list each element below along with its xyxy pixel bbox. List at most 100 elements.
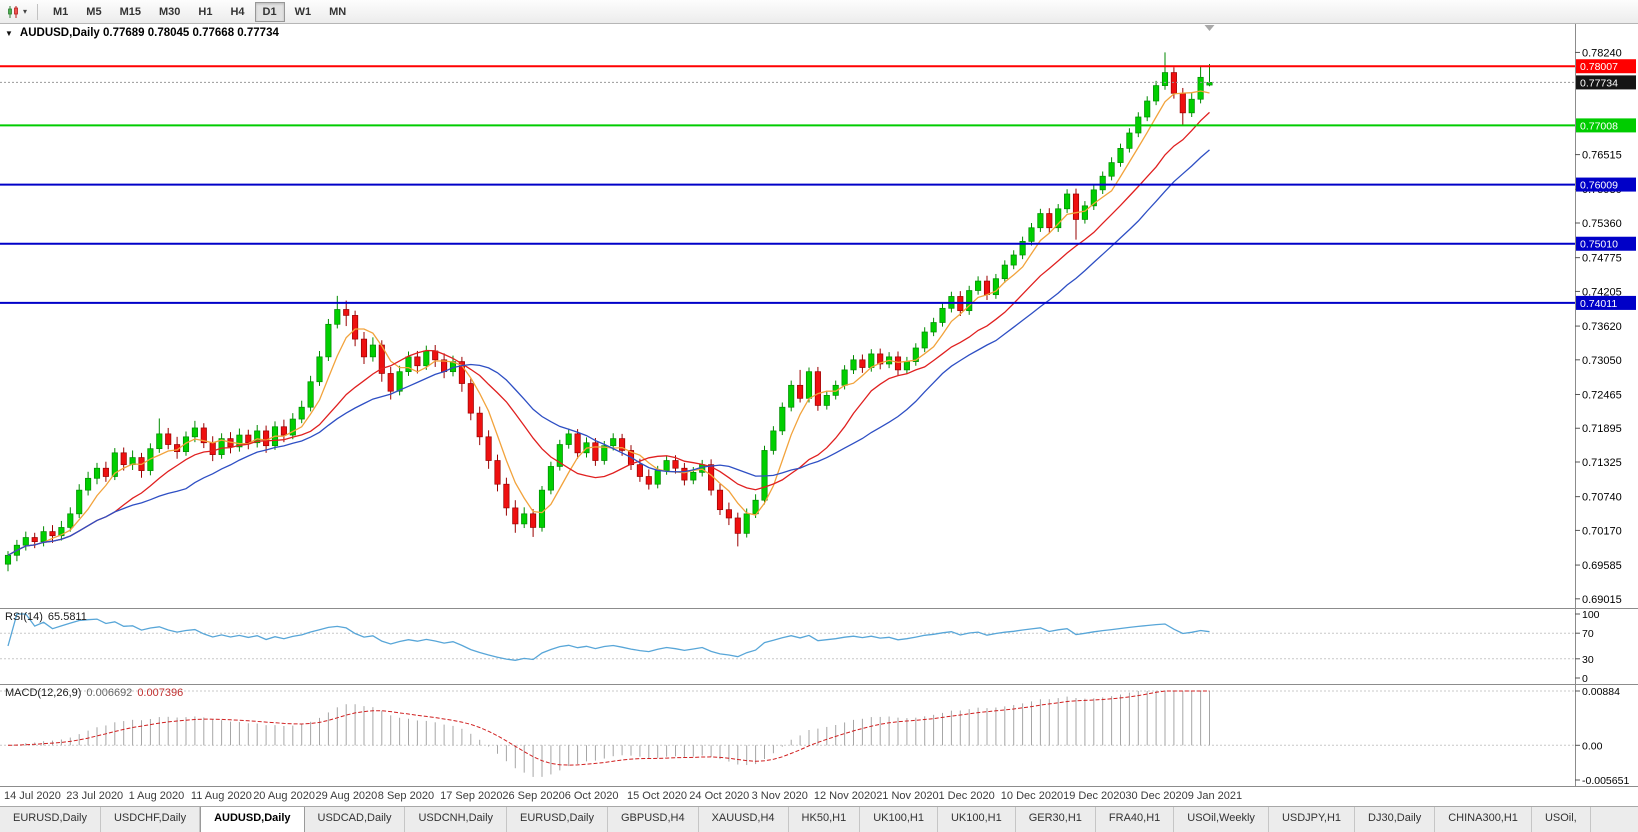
- candle-body: [859, 359, 866, 368]
- date-label: 1 Aug 2020: [128, 790, 185, 802]
- price-tick-label: 0.73620: [1582, 321, 1622, 333]
- toolbar-separator: [37, 3, 39, 20]
- date-label: 19 Dec 2020: [1063, 790, 1126, 802]
- chart-tab-china300-h1[interactable]: CHINA300,H1: [1435, 807, 1532, 832]
- timeframe-button-mn[interactable]: MN: [329, 5, 347, 18]
- chart-tab-hk50-h1[interactable]: HK50,H1: [788, 807, 861, 832]
- chart-tab-fra40-h1[interactable]: FRA40,H1: [1095, 807, 1175, 832]
- candle-body: [992, 278, 999, 296]
- timeframe-button-m15[interactable]: M15: [119, 5, 141, 18]
- candle-body: [601, 445, 608, 461]
- candle-body: [939, 307, 946, 323]
- candle-body: [530, 513, 537, 528]
- candle-body: [467, 383, 474, 414]
- price-tick-label: 0.72465: [1582, 389, 1622, 401]
- candle-body: [672, 460, 679, 469]
- candle-body: [565, 433, 572, 445]
- rsi-tick-label: 100: [1582, 609, 1600, 621]
- timeframe-button-m1[interactable]: M1: [53, 5, 69, 18]
- candle-body: [797, 384, 804, 399]
- candle-body: [503, 483, 510, 509]
- candle-body: [823, 395, 830, 406]
- candle-body: [432, 350, 439, 361]
- one-click-trading-collapse-icon[interactable]: ▼: [5, 28, 13, 38]
- rsi-label: RSI(14) 65.5811: [5, 611, 87, 623]
- candle-body: [1108, 162, 1115, 177]
- candle-body: [743, 513, 750, 534]
- candle-body: [31, 537, 38, 543]
- chart-tab-gbpusd-h4[interactable]: GBPUSD,H4: [608, 807, 699, 832]
- candle-body: [191, 427, 198, 438]
- date-label: 1 Dec 2020: [938, 790, 995, 802]
- candle-body: [360, 338, 368, 358]
- timeframe-button-m5[interactable]: M5: [86, 5, 102, 18]
- candle-body: [779, 406, 786, 432]
- candle-body: [1028, 227, 1035, 242]
- macd-signal-value: 0.007396: [137, 687, 184, 699]
- chart-tab-audusd-daily[interactable]: AUDUSD,Daily: [200, 807, 305, 832]
- price-tick-label: 0.75360: [1582, 218, 1622, 230]
- chart-tab-usoil-weekly[interactable]: USOil,Weekly: [1174, 807, 1269, 832]
- candle-body: [1019, 241, 1026, 256]
- candle-body: [93, 467, 101, 479]
- chart-tab-uk100-h1[interactable]: UK100,H1: [937, 807, 1016, 832]
- timeframe-button-d1[interactable]: D1: [254, 1, 285, 22]
- candle-body: [254, 430, 261, 444]
- candle-body: [85, 477, 92, 491]
- price-chart-canvas[interactable]: 0.782400.765150.759300.753600.747750.742…: [0, 24, 1638, 608]
- timeframe-button-m30[interactable]: M30: [158, 5, 181, 18]
- chart-tab-eurusd-daily[interactable]: EURUSD,Daily: [0, 807, 101, 832]
- date-label: 6 Oct 2020: [564, 790, 619, 802]
- candle-body: [681, 467, 688, 481]
- chart-tab-usdchf-daily[interactable]: USDCHF,Daily: [100, 807, 201, 832]
- price-tick-label: 0.71325: [1582, 457, 1622, 469]
- candle-body: [396, 371, 403, 392]
- chart-tab-usoil[interactable]: USOil,: [1531, 807, 1591, 832]
- candle-body: [966, 290, 973, 312]
- price-tick-label: 0.69015: [1582, 594, 1622, 606]
- chart-type-dropdown-icon[interactable]: ▾: [23, 7, 28, 16]
- price-tick-label: 0.78240: [1582, 47, 1622, 59]
- chart-tab-ger30-h1[interactable]: GER30,H1: [1015, 807, 1096, 832]
- candle-body: [663, 460, 670, 471]
- candle-body: [245, 434, 252, 444]
- candle-body: [894, 356, 902, 371]
- candle-body: [1153, 85, 1160, 102]
- candle-body: [458, 361, 465, 384]
- rsi-canvas[interactable]: 100 70 30 0: [0, 609, 1638, 684]
- timeframe-button-w1[interactable]: W1: [294, 5, 312, 18]
- date-axis[interactable]: 14 Jul 2020 23 Jul 2020 1 Aug 2020 11 Aug 2…: [0, 786, 1638, 806]
- price-level-badge: [1576, 177, 1636, 192]
- chart-tab-usdcnh-daily[interactable]: USDCNH,Daily: [405, 807, 508, 832]
- current-price-badge-label: 0.77734: [1580, 77, 1618, 89]
- chart-tab-uk100-h1[interactable]: UK100,H1: [860, 807, 938, 832]
- chart-tab-eurusd-daily[interactable]: EURUSD,Daily: [507, 807, 608, 832]
- candle-body: [1064, 193, 1071, 210]
- macd-canvas[interactable]: 0.00884 0.00 -0.005651: [0, 685, 1638, 786]
- timeframe-buttons: M1 M5 M15 M30 H1 H4 D1 W1 MN: [44, 1, 355, 22]
- candle-body: [334, 309, 341, 325]
- rsi-tick-label: 70: [1582, 628, 1594, 640]
- price-tick-label: 0.71895: [1582, 423, 1622, 435]
- candle-body: [1081, 205, 1088, 220]
- candle-body: [877, 353, 884, 365]
- timeframe-button-h4[interactable]: H4: [230, 5, 245, 18]
- candle-body: [983, 280, 991, 296]
- chart-tab-xauusd-h4[interactable]: XAUUSD,H4: [698, 807, 789, 832]
- timeframe-button-h1[interactable]: H1: [198, 5, 213, 18]
- candle-body: [752, 499, 759, 515]
- chart-shift-marker[interactable]: [1204, 25, 1215, 31]
- chart-tab-dj30-daily[interactable]: DJ30,Daily: [1355, 807, 1436, 832]
- symbol-ohlc-text: AUDUSD,Daily 0.77689 0.78045 0.77668 0.7…: [19, 27, 279, 39]
- candle-body: [307, 381, 314, 408]
- chart-title: ▼ AUDUSD,Daily 0.77689 0.78045 0.77668 0…: [5, 27, 279, 39]
- chart-tab-usdjpy-h1[interactable]: USDJPY,H1: [1268, 807, 1356, 832]
- candlestick-chart-icon[interactable]: [4, 3, 22, 21]
- chart-tab-usdcad-daily[interactable]: USDCAD,Daily: [304, 807, 406, 832]
- rsi-panel: RSI(14) 65.5811 100 70 30 0: [0, 608, 1638, 684]
- candle-body: [930, 322, 937, 333]
- candle-body: [512, 507, 519, 525]
- candle-body: [289, 418, 296, 436]
- candle-body: [975, 280, 982, 291]
- candle-body: [298, 406, 305, 420]
